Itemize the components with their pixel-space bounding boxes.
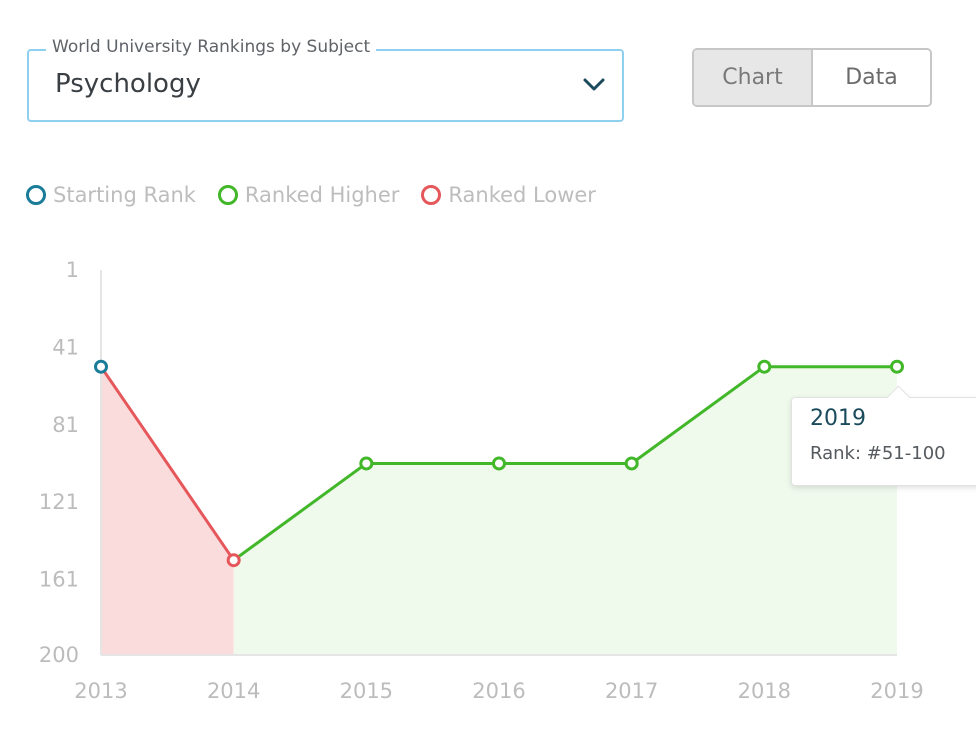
data-view-button[interactable]: Data xyxy=(811,50,930,105)
area-segment-2014 xyxy=(101,366,234,655)
y-tick-label: 1 xyxy=(66,258,79,282)
data-point-2016 xyxy=(492,456,506,471)
legend-label: Ranked Lower xyxy=(448,183,596,207)
line-segment-2015 xyxy=(232,461,368,562)
y-tick-label: 161 xyxy=(39,568,79,592)
y-tick-label: 81 xyxy=(52,413,79,437)
y-tick-label: 41 xyxy=(52,335,79,359)
x-tick-label: 2013 xyxy=(74,679,127,703)
y-tick-label: 200 xyxy=(39,643,79,667)
legend-label: Ranked Higher xyxy=(244,183,400,207)
legend-marker-icon xyxy=(26,185,46,205)
chevron-down-icon xyxy=(583,78,605,91)
area-segment-2015 xyxy=(233,463,367,655)
data-point-2014 xyxy=(226,553,241,568)
area-segment-2017 xyxy=(499,463,632,655)
legend-item-starting-rank[interactable]: Starting Rank xyxy=(26,183,196,207)
chart-tooltip: 2019 Rank: #51-100 xyxy=(791,385,976,486)
subject-select[interactable]: World University Rankings by Subject Psy… xyxy=(27,37,624,122)
line-segment-2018 xyxy=(630,365,766,465)
area-segment-2016 xyxy=(366,463,499,655)
data-point-2019 xyxy=(890,359,904,374)
subject-select-legend: World University Rankings by Subject xyxy=(46,37,377,57)
x-tick-label: 2018 xyxy=(738,679,791,703)
tooltip-year: 2019 xyxy=(810,406,866,431)
chart-legend: Starting Rank Ranked Higher Ranked Lower xyxy=(26,183,618,207)
legend-marker-icon xyxy=(217,185,238,205)
view-toggle: Chart Data xyxy=(692,48,932,107)
x-tick-label: 2016 xyxy=(472,679,525,703)
line-segment-2014 xyxy=(99,365,236,562)
tooltip-rank: Rank: #51-100 xyxy=(810,443,946,464)
data-point-2015 xyxy=(359,456,374,471)
legend-item-ranked-lower[interactable]: Ranked Lower xyxy=(421,183,596,207)
x-tick-label: 2017 xyxy=(605,679,658,703)
area-segment-2018 xyxy=(631,366,765,655)
legend-marker-icon xyxy=(421,185,442,205)
y-tick-label: 121 xyxy=(39,490,79,514)
data-point-2018 xyxy=(757,359,772,374)
subject-select-value: Psychology xyxy=(55,69,201,99)
data-point-2017 xyxy=(624,456,639,471)
data-point-2013 xyxy=(94,359,108,374)
chart-view-button[interactable]: Chart xyxy=(694,50,811,105)
area-fills xyxy=(101,366,897,655)
x-tick-label: 2014 xyxy=(207,679,260,703)
legend-item-ranked-higher[interactable]: Ranked Higher xyxy=(217,183,400,207)
x-tick-label: 2015 xyxy=(340,679,393,703)
legend-label: Starting Rank xyxy=(53,183,196,207)
x-tick-label: 2019 xyxy=(870,679,923,703)
